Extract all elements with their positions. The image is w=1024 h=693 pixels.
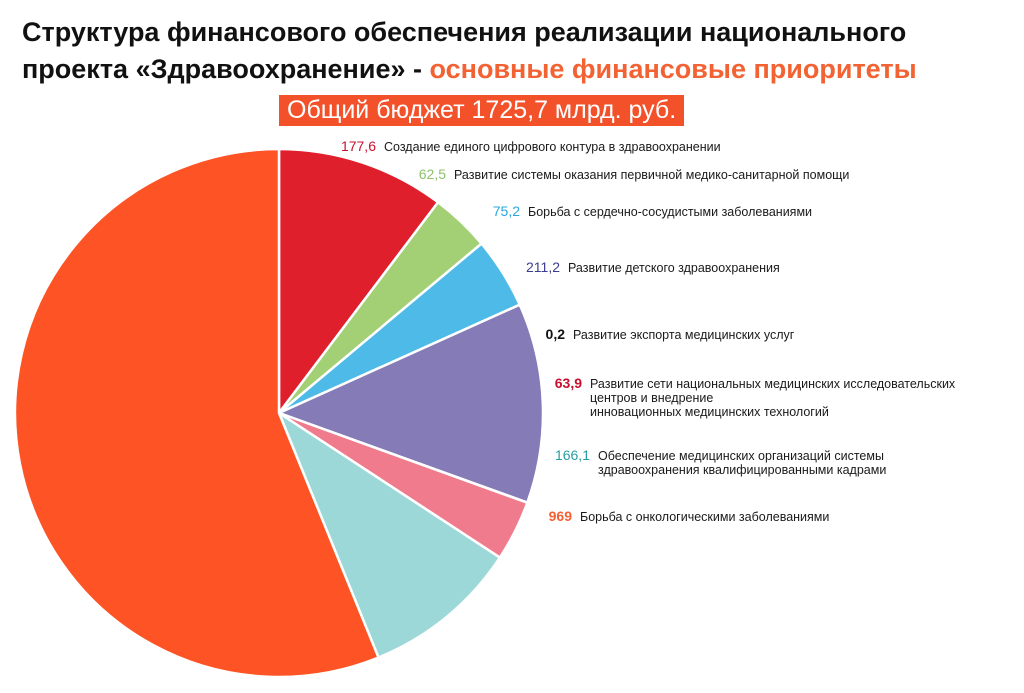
- title-plain: проекта «Здравоохранение» -: [22, 54, 422, 84]
- slice-value-label: 211,2: [526, 259, 560, 275]
- slice-category-label: Развитие системы оказания первичной меди…: [454, 168, 850, 182]
- pie-slice: [276, 409, 502, 660]
- title-line-1: Структура финансового обеспечения реализ…: [22, 17, 907, 47]
- slice-label: 177,6 Создание единого цифрового контура …: [341, 139, 721, 154]
- title-line-2: проекта «Здравоохранение» - основные фин…: [22, 51, 1012, 88]
- slice-value-label: 63,9: [554, 375, 582, 391]
- slice-label: 211,2 Развитие детского здравоохранения: [526, 260, 780, 275]
- slice-category-label: Развитие детского здравоохранения: [568, 261, 780, 275]
- slice-category-label: Создание единого цифрового контура в здр…: [384, 140, 721, 154]
- budget-banner: Общий бюджет 1725,7 млрд. руб.: [279, 95, 685, 126]
- slice-label: 0,2 Развитие экспорта медицинских услуг: [546, 327, 795, 342]
- slice-label: 166,1 Обеспечение медицинских организаций…: [555, 448, 887, 477]
- pie-slice: [13, 147, 381, 679]
- slice-category-label: Обеспечение медицинских организаций сист…: [598, 449, 887, 477]
- chart-title: Структура финансового обеспечения реализ…: [22, 14, 1012, 88]
- pie-slice: [275, 303, 545, 505]
- slice-category-label: Борьба с сердечно-сосудистыми заболевани…: [528, 205, 813, 219]
- slice-value-label: 75,2: [492, 203, 520, 219]
- pie-slice: [277, 147, 440, 417]
- slice-value-label: 177,6: [340, 138, 376, 154]
- slice-label: 75,2 Борьба с сердечно-сосудистыми заболе…: [493, 204, 813, 219]
- slice-label: 63,9 Развитие сети национальных медицинск…: [555, 376, 956, 419]
- slice-value-label: 62,5: [418, 166, 446, 182]
- slice-value-label: 969: [548, 508, 572, 524]
- slice-value-label: 166,1: [554, 447, 590, 463]
- slice-label: 62,5 Развитие системы оказания первичной …: [419, 167, 850, 182]
- slice-label: 969 Борьба с онкологическими заболеваниям…: [549, 509, 830, 524]
- title-accent: основные финансовые приоритеты: [429, 54, 917, 84]
- slice-category-label: Борьба с онкологическими заболеваниями: [580, 510, 830, 524]
- slice-category-label: Развитие экспорта медицинских услуг: [573, 328, 795, 342]
- slice-category-label: Развитие сети национальных медицинских и…: [590, 377, 956, 419]
- slice-value-label: 0,2: [545, 326, 565, 342]
